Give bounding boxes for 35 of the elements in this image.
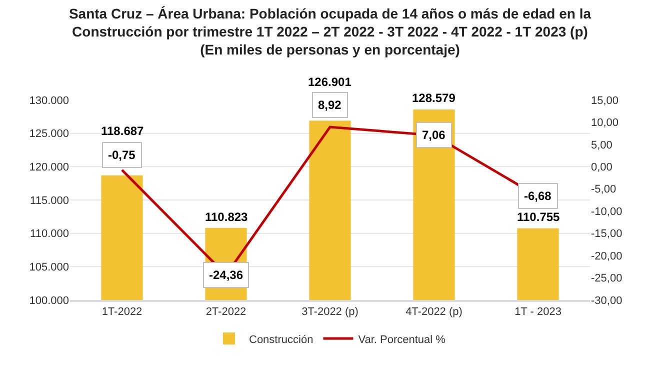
data-label: 8,92 [318, 98, 342, 112]
y2-tick-label: -5,00 [591, 184, 616, 196]
y-tick-label: 125.000 [29, 128, 69, 140]
y2-tick-label: 0,00 [591, 162, 612, 174]
data-label: 110.755 [517, 210, 560, 224]
y2-tick-label: -10,00 [591, 206, 622, 218]
y-tick-label: 115.000 [30, 194, 69, 207]
data-label: 118.687 [101, 124, 144, 138]
y2-tick-label: 10,00 [591, 117, 619, 130]
chart-subtitle: (En miles de personas y en porcentaje) [200, 42, 460, 58]
data-label: 128.579 [412, 91, 456, 105]
x-tick-label: 2T-2022 [206, 306, 246, 318]
y2-tick-label: -20,00 [591, 250, 622, 262]
y2-tick-label: -30,00 [591, 294, 622, 307]
data-label: -24,36 [209, 268, 244, 282]
y2-tick-label: 5,00 [591, 139, 612, 152]
y2-tick-label: 15,00 [591, 94, 619, 107]
legend-label: Construcción [249, 334, 314, 346]
y2-tick-label: -15,00 [591, 228, 622, 240]
data-label: 126.901 [308, 75, 352, 89]
x-tick-label: 1T-2022 [102, 306, 142, 318]
legend-label: Var. Porcentual % [358, 334, 446, 346]
data-label: -0,75 [108, 148, 136, 162]
data-label: 7,06 [422, 128, 446, 142]
y2-tick-label: -25,00 [591, 272, 622, 285]
data-label: 110.823 [205, 210, 248, 224]
y-tick-label: 120.000 [29, 162, 69, 174]
y-tick-label: 130.000 [29, 94, 69, 107]
y-tick-label: 110.000 [30, 228, 69, 240]
x-tick-label: 1T - 2023 [514, 306, 562, 318]
x-tick-label: 3T-2022 (p) [302, 306, 358, 318]
x-tick-label: 4T-2022 (p) [406, 306, 462, 318]
y-tick-label: 105.000 [29, 262, 69, 274]
chart-title: Santa Cruz – Área Urbana: Población ocupada de 14 años o más de edad en la Construcción por trimestre 1T 2022 – 2T 2022 - 3T 2022 - 4T 2022 - 1T 2023 (p) [68, 5, 592, 40]
y-tick-label: 100.000 [29, 294, 69, 307]
